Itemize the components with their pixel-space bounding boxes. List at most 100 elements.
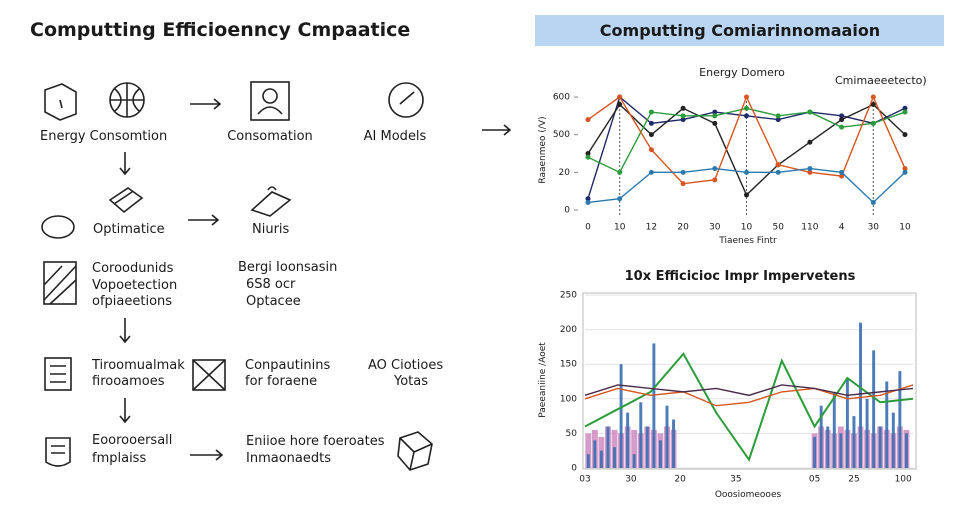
node-label: firooamoes bbox=[92, 374, 165, 389]
point bbox=[585, 151, 591, 156]
point bbox=[680, 181, 686, 187]
bar bbox=[898, 371, 902, 468]
panel-title: Computting Comiarinnomaaion bbox=[600, 21, 880, 40]
diagram-title: Computting Efficioenncy Cmpaatice bbox=[30, 19, 410, 41]
arrow bbox=[119, 152, 131, 176]
point bbox=[680, 117, 686, 123]
point bbox=[712, 113, 718, 119]
point bbox=[902, 132, 908, 138]
icons bbox=[41, 81, 433, 471]
y-tick-label: 250 bbox=[560, 291, 577, 301]
icon-list-lines bbox=[50, 365, 66, 383]
x-axis-label: Ooosiomeooes bbox=[715, 490, 782, 500]
series-line bbox=[584, 384, 914, 407]
point bbox=[712, 109, 718, 115]
point bbox=[870, 94, 876, 100]
icon-shoulders bbox=[257, 106, 283, 115]
point bbox=[744, 105, 749, 111]
point bbox=[617, 196, 623, 202]
bar bbox=[859, 322, 862, 468]
x-tick-label: 12 bbox=[646, 223, 657, 233]
node-label: Inmaonaedts bbox=[246, 451, 331, 466]
y-tick-label: 500 bbox=[553, 130, 570, 140]
point bbox=[775, 113, 781, 119]
point bbox=[585, 196, 591, 202]
node-label: Yotas bbox=[393, 374, 428, 389]
point bbox=[839, 173, 845, 179]
y-tick-label: 100 bbox=[560, 394, 577, 404]
x-tick-label: 20 bbox=[677, 223, 689, 233]
legend-title: Cmimaeeetecto) bbox=[835, 74, 927, 87]
point bbox=[775, 162, 781, 168]
point bbox=[807, 139, 813, 145]
point bbox=[712, 166, 718, 172]
bar bbox=[826, 426, 830, 468]
bar bbox=[652, 343, 656, 468]
icon-dial bbox=[388, 82, 424, 118]
x-tick-label: 10 bbox=[614, 223, 626, 233]
point bbox=[648, 120, 654, 126]
node-label: Eoorooersall bbox=[92, 433, 172, 448]
point bbox=[870, 199, 876, 205]
y-axis-label: Paeeaniine /Aoet bbox=[538, 342, 548, 418]
point bbox=[902, 169, 908, 175]
point bbox=[680, 169, 686, 175]
point bbox=[839, 124, 845, 130]
point bbox=[775, 169, 781, 175]
icon-cube bbox=[397, 431, 433, 471]
point bbox=[744, 113, 749, 119]
icon-globe-lines bbox=[110, 83, 144, 117]
y-tick-label: 150 bbox=[560, 360, 577, 370]
bar bbox=[832, 391, 836, 468]
icon-chart bbox=[43, 261, 77, 305]
node-label: for foraene bbox=[245, 374, 317, 389]
bar bbox=[593, 440, 597, 468]
panel-header bbox=[535, 15, 944, 46]
icon-needle bbox=[399, 91, 415, 105]
point bbox=[585, 199, 591, 205]
arrow bbox=[119, 318, 131, 344]
x-tick-label: 03 bbox=[579, 475, 590, 485]
bar bbox=[613, 447, 616, 468]
bar bbox=[626, 412, 630, 468]
arrow bbox=[482, 124, 512, 136]
point bbox=[807, 109, 813, 115]
arrows bbox=[119, 98, 512, 461]
y-tick-label: 0 bbox=[564, 206, 570, 216]
y-tick-label: 0 bbox=[571, 464, 577, 474]
x-tick-label: 10 bbox=[899, 223, 911, 233]
x-tick-label: 35 bbox=[730, 475, 741, 485]
point bbox=[775, 117, 781, 123]
point bbox=[902, 109, 908, 115]
chart-title: 10x Efficicioc Impr Impervetens bbox=[625, 269, 856, 284]
point bbox=[648, 169, 654, 175]
bar bbox=[639, 402, 643, 468]
point bbox=[680, 113, 686, 119]
chart-title: Energy Domero bbox=[699, 66, 785, 79]
bar bbox=[852, 416, 856, 468]
node-label: AO Ciotioes bbox=[368, 358, 443, 373]
node-label: fmplaiss bbox=[92, 451, 146, 466]
x-axis-label: Tiaenes Fintr bbox=[718, 236, 777, 246]
bar bbox=[819, 405, 823, 468]
arrow bbox=[190, 98, 222, 110]
point bbox=[807, 166, 813, 172]
bar bbox=[845, 378, 849, 468]
point bbox=[617, 102, 623, 108]
node-label: Tiroomualmak bbox=[91, 358, 185, 373]
icon-envelope bbox=[192, 359, 226, 391]
point bbox=[617, 169, 623, 175]
x-tick-label: 30 bbox=[709, 223, 721, 233]
node-label: Energy Consomtion bbox=[40, 129, 167, 144]
icon-list bbox=[44, 357, 72, 391]
bar bbox=[865, 398, 869, 468]
bar bbox=[658, 440, 662, 468]
x-tick-label: 0 bbox=[585, 223, 591, 233]
bar bbox=[645, 426, 649, 468]
y-tick-label: 50 bbox=[566, 429, 578, 439]
icon-doc bbox=[45, 437, 71, 467]
plot-frame bbox=[582, 292, 917, 470]
x-tick-label: 20 bbox=[674, 475, 686, 485]
bar bbox=[904, 433, 908, 468]
bar bbox=[813, 436, 817, 468]
